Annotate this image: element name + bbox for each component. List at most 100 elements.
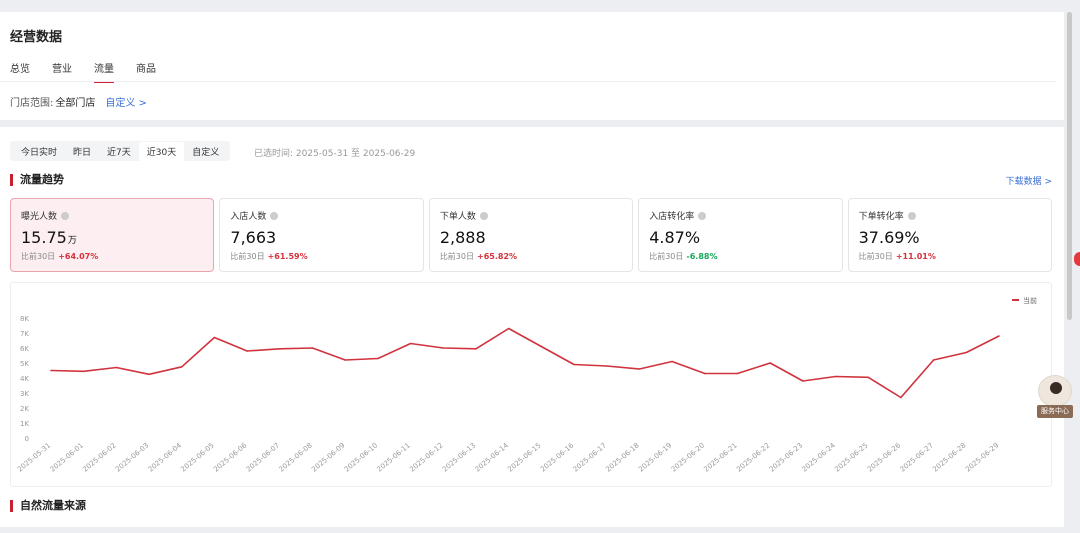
x-tick-label: 2025-06-20 [670, 441, 706, 473]
x-tick-label: 2025-06-12 [408, 441, 444, 473]
metric-value: 15.75 [21, 228, 67, 247]
tab-products[interactable]: 商品 [136, 64, 156, 75]
data-point [900, 396, 902, 399]
y-tick-label: 3K [20, 390, 29, 398]
x-tick-label: 2025-06-17 [572, 441, 608, 473]
x-tick-label: 2025-06-24 [801, 441, 838, 474]
tab-business[interactable]: 营业 [52, 64, 72, 75]
info-icon[interactable] [907, 211, 916, 220]
download-data-link[interactable]: 下载数据 > [1005, 177, 1052, 187]
y-tick-label: 2K [20, 405, 29, 413]
metric-delta: +11.01% [895, 252, 936, 261]
floating-badge[interactable] [1074, 252, 1080, 266]
info-icon[interactable] [698, 211, 707, 220]
x-tick-label: 2025-06-25 [833, 441, 869, 473]
metric-compare-label: 比前30日 [858, 252, 893, 261]
traffic-trend-chart: 0 1K 2K 3K 4K 5K 6K 7K 8K 2025-05-31 2025-06-01 202… [10, 282, 1052, 487]
data-point [671, 360, 673, 363]
data-point [442, 347, 445, 349]
metric-unit: 万 [67, 236, 77, 246]
x-tick-label: 2025-06-19 [637, 441, 673, 473]
x-tick-label: 2025-06-27 [899, 441, 935, 473]
metric-label: 下单人数 [439, 212, 476, 222]
data-point [475, 347, 477, 350]
data-point [311, 347, 314, 349]
series-line [50, 327, 1000, 399]
data-point [834, 375, 837, 378]
range-yesterday[interactable]: 昨日 [73, 147, 92, 158]
metric-card-order-users[interactable]: 下单人数 2,888 比前30日 +65.82% [428, 198, 634, 272]
header-panel: 经营数据 总览 营业 流量 商品 门店范围: 全部门店 自定义 > [0, 12, 1064, 120]
x-tick-label: 2025-06-02 [81, 441, 117, 473]
legend-label: 当前 [1023, 296, 1037, 305]
metric-card-store-conversion[interactable]: 入店转化率 4.87% 比前30日 -6.88% [638, 198, 843, 272]
x-tick-label: 2025-05-31 [16, 441, 52, 473]
x-tick-label: 2025-06-14 [474, 441, 511, 474]
info-icon[interactable] [270, 211, 279, 220]
service-avatar [1038, 375, 1072, 407]
x-tick-label: 2025-06-10 [343, 441, 379, 473]
data-point [573, 363, 575, 366]
tab-traffic[interactable]: 流量 [94, 60, 114, 83]
line-chart-svg: 01K2K3K4K5K6K7K8K2025-05-312025-06-01202… [16, 296, 1037, 474]
y-tick-label: 8K [20, 315, 29, 323]
data-point [540, 345, 543, 348]
section-title-trend: 流量趋势 [10, 174, 64, 186]
main-tabs: 总览 营业 流量 商品 [10, 60, 178, 83]
x-tick-label: 2025-06-04 [147, 441, 184, 474]
store-scope-value: 全部门店 [55, 98, 96, 109]
data-point [507, 327, 510, 330]
data-point [344, 359, 347, 361]
data-point [82, 370, 85, 373]
info-icon[interactable] [479, 211, 488, 220]
range-today[interactable]: 今日实时 [21, 147, 58, 158]
data-point [638, 368, 641, 370]
service-center-button[interactable]: 服务中心 [1037, 375, 1073, 419]
metric-value: 4.87% [649, 228, 701, 247]
data-point [50, 369, 52, 372]
range-30days[interactable]: 近30天 [138, 141, 185, 161]
x-tick-label: 2025-06-13 [441, 441, 477, 473]
data-point [148, 373, 150, 376]
metric-compare-label: 比前30日 [230, 252, 265, 261]
x-tick-label: 2025-06-16 [539, 441, 576, 474]
metric-compare-label: 比前30日 [21, 252, 56, 261]
x-tick-label: 2025-06-06 [212, 441, 249, 474]
x-tick-label: 2025-06-18 [604, 441, 640, 473]
x-tick-label: 2025-06-29 [964, 441, 1000, 473]
x-tick-label: 2025-06-23 [768, 441, 804, 473]
x-tick-label: 2025-06-08 [277, 441, 313, 473]
range-7days[interactable]: 近7天 [107, 147, 131, 158]
data-point [736, 372, 739, 375]
metric-value: 37.69% [858, 228, 920, 247]
x-tick-label: 2025-06-09 [310, 441, 346, 473]
store-custom-link[interactable]: 自定义 > [105, 98, 147, 109]
section-title-natural-traffic: 自然流量来源 [10, 500, 86, 512]
tab-divider [0, 81, 1056, 82]
y-tick-label: 1K [20, 420, 29, 428]
data-point [115, 366, 118, 369]
x-tick-label: 2025-06-15 [506, 441, 542, 473]
data-point [213, 336, 216, 339]
range-custom[interactable]: 自定义 [192, 147, 220, 158]
metric-value: 7,663 [230, 228, 277, 247]
scrollbar-thumb[interactable] [1067, 12, 1072, 320]
store-scope-label: 门店范围: [10, 98, 54, 109]
metric-card-order-conversion[interactable]: 下单转化率 37.69% 比前30日 +11.01% [847, 198, 1053, 272]
y-tick-label: 6K [20, 345, 29, 353]
metric-cards: 曝光人数 15.75万 比前30日 +64.07% 入店人数 7,663 比前30… [10, 198, 1053, 272]
metric-card-exposure[interactable]: 曝光人数 15.75万 比前30日 +64.07% [10, 198, 215, 272]
y-tick-label: 5K [20, 360, 29, 368]
data-point [703, 372, 706, 375]
tab-overview[interactable]: 总览 [10, 64, 30, 75]
info-icon[interactable] [61, 211, 70, 220]
metric-label: 入店人数 [230, 212, 267, 222]
x-tick-label: 2025-06-26 [866, 441, 903, 474]
metric-label: 入店转化率 [649, 212, 695, 222]
metric-delta: +61.59% [267, 252, 308, 261]
store-scope-row: 门店范围: 全部门店 自定义 > [10, 94, 147, 109]
metric-card-store-visitors[interactable]: 入店人数 7,663 比前30日 +61.59% [219, 198, 424, 272]
metric-label: 下单转化率 [858, 212, 904, 222]
data-point [377, 357, 379, 360]
traffic-panel: 今日实时 昨日 近7天 近30天 自定义 已选时间: 2025-05-31 至 … [0, 127, 1064, 527]
